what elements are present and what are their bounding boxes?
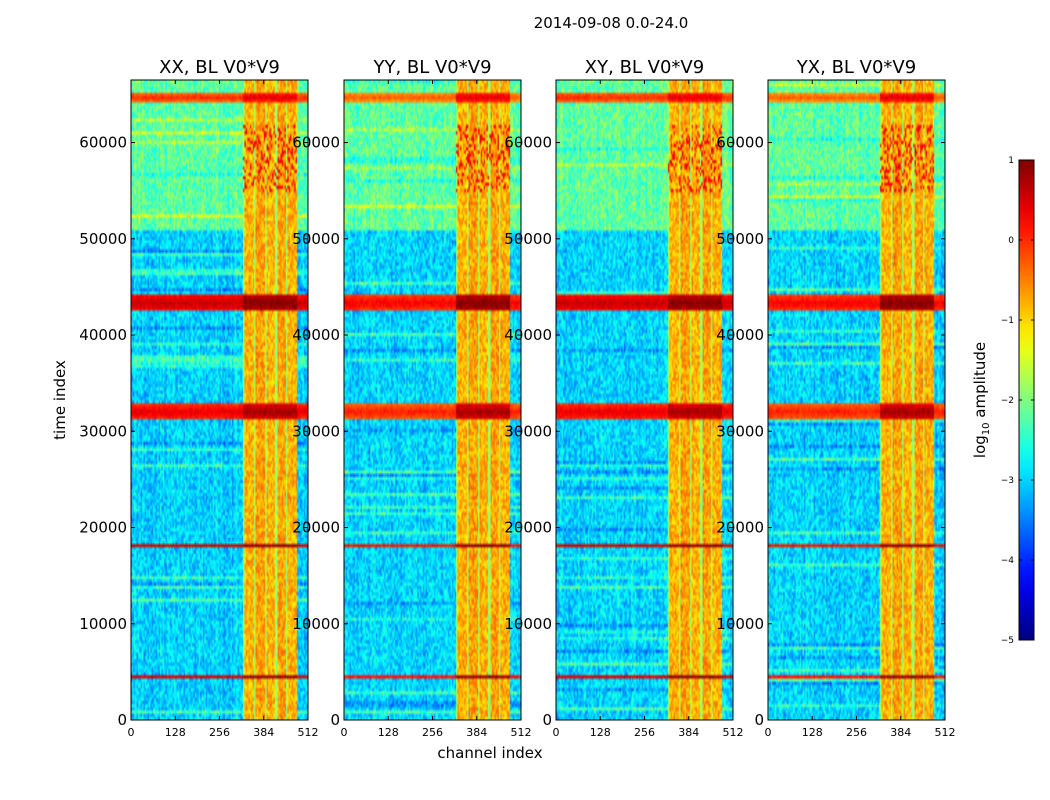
y-tick-label: 30000 xyxy=(79,422,127,440)
x-tick-label: 0 xyxy=(553,726,560,739)
y-tick-label: 10000 xyxy=(79,615,127,633)
x-tick-label: 512 xyxy=(935,726,956,739)
panel-title: YX, BL V0*V9 xyxy=(796,57,916,78)
y-tick-label: 0 xyxy=(542,711,552,729)
y-tick-label: 60000 xyxy=(716,134,764,152)
panel-title: YY, BL V0*V9 xyxy=(372,57,491,78)
x-tick-label: 384 xyxy=(466,726,487,739)
y-tick-label: 30000 xyxy=(716,422,764,440)
x-tick-label: 512 xyxy=(511,726,532,739)
x-axis-label: channel index xyxy=(437,744,542,762)
y-tick-label: 60000 xyxy=(292,134,340,152)
colorbar-label-sub: 10 xyxy=(981,422,992,435)
y-tick-label: 40000 xyxy=(504,326,552,344)
y-tick-label: 10000 xyxy=(292,615,340,633)
y-tick-label: 40000 xyxy=(79,326,127,344)
x-tick-label: 256 xyxy=(209,726,230,739)
y-tick-label: 50000 xyxy=(504,230,552,248)
y-tick-label: 40000 xyxy=(716,326,764,344)
panel-yy: YY, BL V0*V9 0 128 256 384 512 0 10000 20000 3000… xyxy=(292,57,531,739)
colorbar-tick-label: −5 xyxy=(1001,636,1014,646)
colorbar-tick-label: −1 xyxy=(1001,316,1014,326)
colorbar-tick-label: −2 xyxy=(1001,396,1014,406)
panel-title: XY, BL V0*V9 xyxy=(585,57,704,78)
x-tick-label: 512 xyxy=(723,726,744,739)
colorbar-tick-label: −4 xyxy=(1001,556,1015,566)
y-tick-label: 20000 xyxy=(716,519,764,537)
colorbar-label-log: log xyxy=(971,435,989,458)
heatmap-image xyxy=(344,80,521,720)
y-tick-label: 30000 xyxy=(292,422,340,440)
x-tick-label: 384 xyxy=(890,726,911,739)
x-tick-label: 256 xyxy=(634,726,655,739)
x-tick-label: 128 xyxy=(590,726,611,739)
heatmap-image xyxy=(131,80,308,720)
panel-yx: YX, BL V0*V9 0 128 256 384 512 0 10000 20000 3000… xyxy=(716,57,955,739)
colorbar-tick-label: 0 xyxy=(1008,236,1014,246)
x-tick-label: 512 xyxy=(298,726,319,739)
y-tick-label: 40000 xyxy=(292,326,340,344)
colorbar-tick-label: −3 xyxy=(1001,476,1014,486)
panel-title: XX, BL V0*V9 xyxy=(159,57,280,78)
panel-xx: XX, BL V0*V9 0 128 256 384 512 0 10000 20000 3000… xyxy=(79,57,318,739)
y-tick-label: 60000 xyxy=(504,134,552,152)
y-tick-label: 10000 xyxy=(504,615,552,633)
x-tick-label: 384 xyxy=(678,726,699,739)
y-tick-label: 0 xyxy=(754,711,764,729)
heatmap-image xyxy=(556,80,733,720)
y-tick-label: 0 xyxy=(330,711,340,729)
x-tick-label: 128 xyxy=(802,726,823,739)
x-tick-label: 0 xyxy=(341,726,348,739)
colorbar: 1 0 −1 −2 −3 −4 −5 xyxy=(1001,156,1035,646)
x-tick-label: 256 xyxy=(846,726,867,739)
y-tick-label: 50000 xyxy=(79,230,127,248)
y-tick-label: 60000 xyxy=(79,134,127,152)
colorbar-label-rest: amplitude xyxy=(971,342,989,423)
y-tick-label: 50000 xyxy=(716,230,764,248)
x-tick-label: 384 xyxy=(253,726,274,739)
y-tick-label: 20000 xyxy=(79,519,127,537)
x-tick-label: 128 xyxy=(378,726,399,739)
y-tick-label: 0 xyxy=(117,711,127,729)
panels: XX, BL V0*V9 0 128 256 384 512 0 10000 20000 3000… xyxy=(79,57,955,739)
heatmap-image xyxy=(768,80,945,720)
colorbar-label: log10 amplitude xyxy=(971,342,992,458)
x-tick-label: 0 xyxy=(128,726,135,739)
y-tick-label: 50000 xyxy=(292,230,340,248)
y-tick-label: 10000 xyxy=(716,615,764,633)
colorbar-tick-label: 1 xyxy=(1008,156,1014,166)
y-tick-label: 20000 xyxy=(292,519,340,537)
y-tick-label: 30000 xyxy=(504,422,552,440)
figure-title: 2014-09-08 0.0-24.0 xyxy=(534,14,689,32)
panel-xy: XY, BL V0*V9 0 128 256 384 512 0 10000 20000 3000… xyxy=(504,57,743,739)
y-axis-label: time index xyxy=(51,360,69,440)
x-tick-label: 256 xyxy=(422,726,443,739)
x-tick-label: 0 xyxy=(765,726,772,739)
y-tick-label: 20000 xyxy=(504,519,552,537)
x-tick-label: 128 xyxy=(165,726,186,739)
